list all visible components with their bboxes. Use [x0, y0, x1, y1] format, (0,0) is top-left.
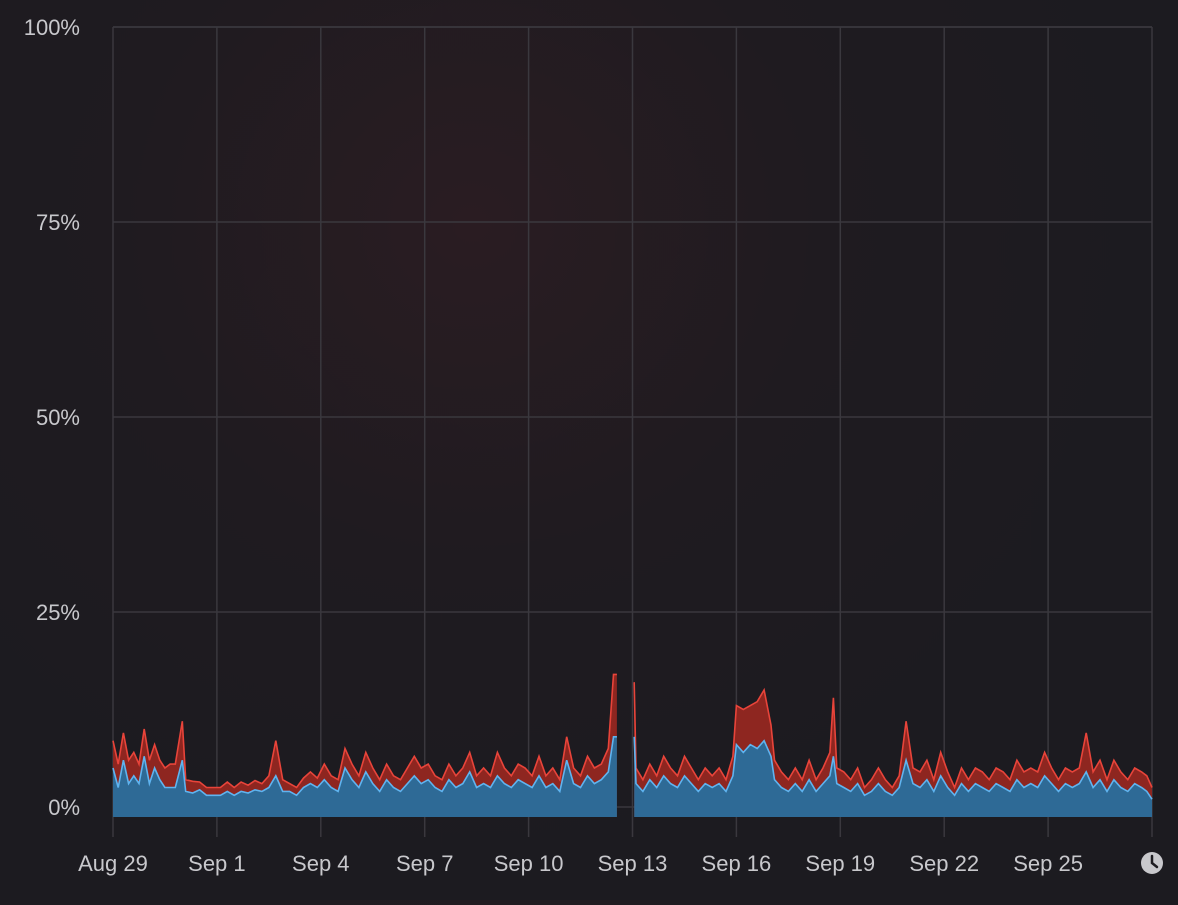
x-tick-label: Sep 1 [188, 851, 246, 876]
y-tick-label: 50% [36, 405, 80, 430]
x-tick-label: Sep 25 [1013, 851, 1083, 876]
x-axis-labels: Aug 29 Sep 1 Sep 4 Sep 7 Sep 10 Sep 13 Sep 16 S… [78, 851, 1083, 876]
x-tick-label: Sep 13 [598, 851, 668, 876]
series-area-user [113, 736, 617, 817]
y-tick-label: 0% [48, 795, 80, 820]
y-tick-label: 25% [36, 600, 80, 625]
series-line-system [633, 682, 1153, 790]
y-tick-label: 100% [24, 15, 80, 40]
series-line-user [633, 736, 1153, 800]
x-tick-label: Aug 29 [78, 851, 148, 876]
series-area-system [113, 674, 617, 817]
x-tick-label: Sep 16 [702, 851, 772, 876]
x-tick-label: Sep 22 [909, 851, 979, 876]
series-area-user [634, 736, 1152, 817]
x-tick-label: Sep 4 [292, 851, 350, 876]
x-tick-label: Sep 10 [494, 851, 564, 876]
series-line-user [112, 736, 617, 797]
series-line-system [112, 673, 617, 789]
y-tick-label: 75% [36, 210, 80, 235]
plot-area [112, 673, 1153, 817]
x-tick-label: Sep 7 [396, 851, 454, 876]
x-tick-label: Sep 19 [805, 851, 875, 876]
grid [112, 26, 1153, 837]
y-axis-labels: 0% 25% 50% 75% 100% [24, 15, 80, 820]
clock-icon[interactable] [1141, 852, 1163, 874]
